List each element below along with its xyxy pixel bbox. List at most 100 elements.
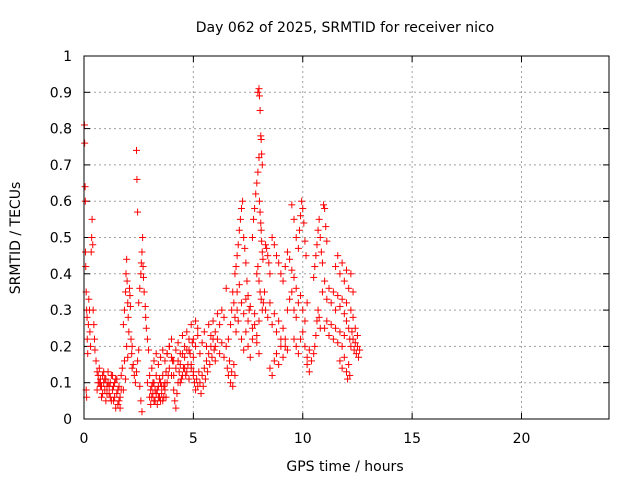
data-point (233, 306, 241, 314)
data-point (348, 328, 356, 336)
data-point (305, 346, 313, 354)
data-point (275, 361, 283, 369)
data-point (192, 342, 200, 350)
plot-frame (83, 55, 610, 420)
data-point (154, 361, 162, 369)
data-point (124, 299, 132, 307)
data-point (266, 364, 274, 372)
data-point (344, 375, 352, 383)
data-point (234, 241, 242, 249)
data-point (340, 310, 348, 318)
data-point (246, 353, 254, 361)
data-point (181, 364, 189, 372)
data-point (230, 299, 238, 307)
data-point (263, 244, 271, 252)
data-point (205, 350, 213, 358)
data-point (268, 234, 276, 241)
data-point (356, 346, 364, 354)
data-point (246, 302, 254, 310)
data-point (150, 357, 158, 365)
data-point (332, 306, 340, 314)
data-point (273, 328, 280, 336)
data-point (111, 393, 119, 401)
y-axis: 0 0.1 0.2 0.3 0.4 0.5 0.6 0.7 0.8 0.9 1 (50, 49, 609, 428)
data-point (178, 332, 186, 340)
data-point (231, 371, 239, 379)
data-point (323, 317, 331, 325)
data-point (317, 248, 325, 256)
data-point (224, 371, 232, 379)
data-point (210, 346, 218, 354)
data-point (133, 368, 140, 376)
data-point (346, 371, 354, 379)
data-point (340, 353, 348, 361)
data-point (83, 335, 91, 343)
data-point (93, 368, 101, 376)
data-point (301, 317, 309, 325)
data-point (244, 292, 252, 300)
data-point (258, 161, 266, 169)
data-point (259, 255, 267, 263)
data-point (127, 335, 135, 343)
data-point (152, 371, 160, 379)
data-point (192, 386, 200, 394)
data-point (315, 313, 323, 321)
data-point (258, 248, 266, 256)
data-point (286, 255, 294, 263)
data-point (89, 306, 97, 314)
data-point (345, 324, 353, 332)
data-point (338, 342, 346, 350)
data-point (213, 335, 221, 343)
data-point (94, 379, 102, 387)
x-tick-label: 10 (294, 431, 312, 447)
data-point (300, 219, 308, 227)
data-point (336, 270, 344, 278)
data-point (171, 397, 179, 405)
data-point (347, 306, 355, 314)
data-point (268, 321, 276, 329)
grid (84, 56, 609, 419)
data-point (338, 259, 346, 267)
data-point (189, 371, 197, 379)
data-point (255, 85, 263, 93)
data-point (86, 328, 94, 336)
data-point (123, 277, 131, 285)
data-point (160, 393, 168, 401)
data-point (87, 248, 95, 256)
data-point (198, 371, 206, 379)
data-point (88, 215, 96, 223)
data-point (279, 353, 287, 361)
data-point (95, 364, 103, 372)
data-point (294, 244, 302, 252)
data-point (248, 324, 256, 332)
data-point (273, 252, 280, 260)
data-point (258, 237, 266, 245)
data-point (136, 382, 144, 390)
data-point (183, 328, 191, 336)
data-point (187, 361, 195, 369)
data-point (349, 288, 357, 296)
data-point (137, 259, 145, 267)
data-point (200, 328, 208, 336)
data-point (137, 270, 145, 278)
data-point (290, 215, 298, 223)
data-point (175, 368, 183, 376)
data-point (286, 295, 294, 303)
data-point (96, 382, 104, 390)
data-point (110, 382, 118, 390)
data-point (338, 295, 346, 303)
data-point (254, 263, 262, 271)
data-point (161, 357, 169, 365)
data-point (290, 306, 298, 314)
data-point (170, 386, 178, 394)
data-point (231, 270, 239, 278)
data-point (133, 175, 141, 183)
data-point (118, 364, 126, 372)
data-point (259, 299, 267, 307)
data-point (316, 234, 324, 241)
data-point (159, 346, 167, 354)
data-point (297, 335, 305, 343)
data-point (176, 361, 184, 369)
data-point (114, 400, 122, 408)
data-point (165, 342, 173, 350)
